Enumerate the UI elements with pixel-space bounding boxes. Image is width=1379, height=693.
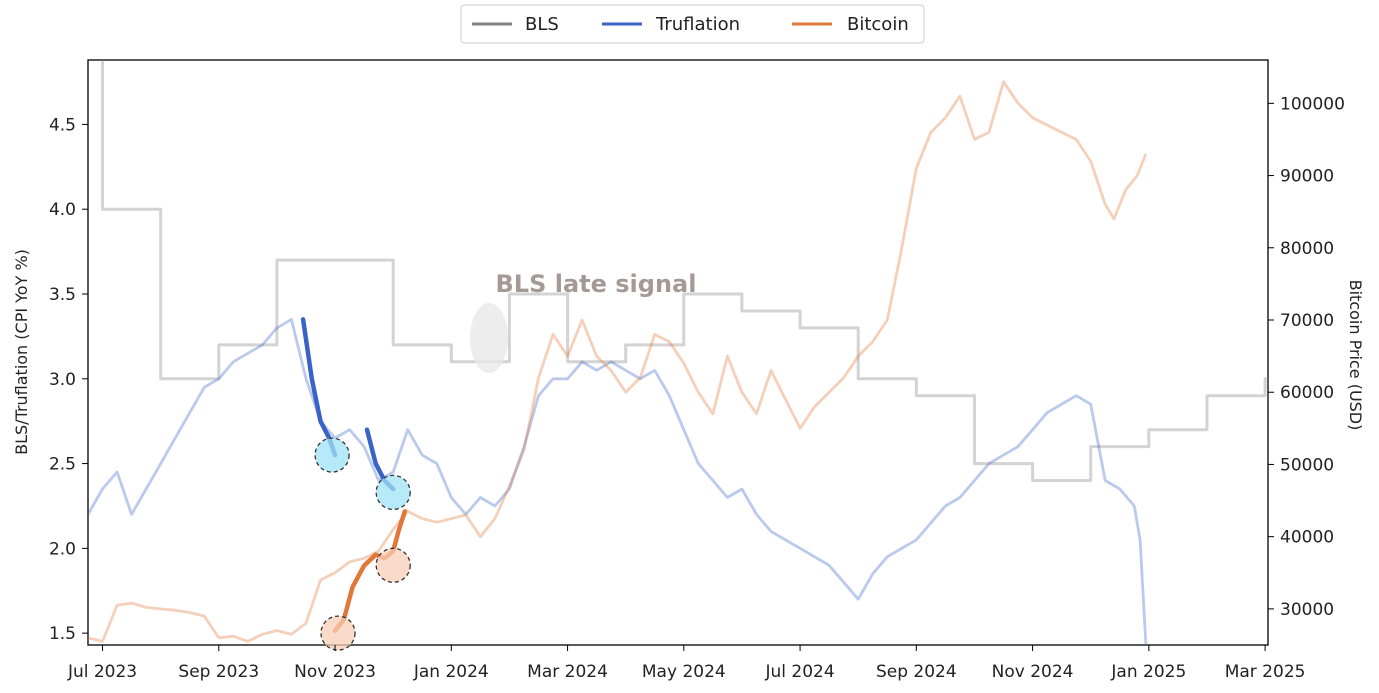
x-tick-label: Nov 2024 bbox=[992, 662, 1074, 682]
x-tick-label: Jul 2023 bbox=[67, 662, 137, 682]
bitcoin-rise-2-circle bbox=[375, 547, 411, 583]
left-tick-label: 3.5 bbox=[49, 285, 76, 305]
highlight-bitcoin-segment-3 bbox=[332, 509, 408, 633]
legend-bls-label: BLS bbox=[525, 14, 559, 35]
x-tick-label: Mar 2025 bbox=[1225, 662, 1306, 682]
left-tick-label: 2.0 bbox=[49, 539, 76, 559]
x-tick-label: Jan 2024 bbox=[413, 662, 489, 682]
left-tick-label: 4.0 bbox=[49, 200, 76, 220]
right-tick-label: 100000 bbox=[1280, 94, 1345, 114]
series-layer bbox=[88, 60, 1268, 645]
right-tick-label: 60000 bbox=[1280, 383, 1334, 403]
bls-late-signal-marker bbox=[470, 303, 508, 373]
right-tick-label: 40000 bbox=[1280, 528, 1334, 548]
right-tick-label: 30000 bbox=[1280, 600, 1334, 620]
x-tick-label: Jul 2024 bbox=[764, 662, 834, 682]
right-tick-label: 50000 bbox=[1280, 455, 1334, 475]
legend-bitcoin-label: Bitcoin bbox=[847, 14, 909, 35]
truflation-dip-1-circle bbox=[314, 437, 350, 473]
left-tick-label: 2.5 bbox=[49, 455, 76, 475]
legend-box bbox=[460, 4, 925, 44]
right-tick-label: 90000 bbox=[1280, 167, 1334, 187]
legend-truflation-label: Truflation bbox=[655, 14, 740, 35]
left-tick-label: 3.0 bbox=[49, 370, 76, 390]
legend: BLS Truflation Bitcoin bbox=[460, 4, 925, 44]
truflation-dip-2-circle bbox=[375, 474, 411, 511]
axis-layer: Jul 2023 Sep 2023 Nov 2023 Jan 2024 Mar 2024… bbox=[49, 94, 1345, 682]
right-axis-label: Bitcoin Price (USD) bbox=[1346, 280, 1365, 431]
circle-layer bbox=[314, 437, 411, 651]
series-bitcoin-line bbox=[88, 80, 1148, 643]
x-tick-label: Sep 2024 bbox=[876, 662, 957, 682]
plot-frame bbox=[87, 59, 1269, 646]
right-tick-label: 70000 bbox=[1280, 311, 1334, 331]
x-tick-label: May 2024 bbox=[642, 662, 726, 682]
x-tick-label: Sep 2023 bbox=[178, 662, 259, 682]
x-tick-label: Jan 2025 bbox=[1110, 662, 1186, 682]
x-tick-label: Nov 2023 bbox=[294, 662, 376, 682]
right-tick-label: 80000 bbox=[1280, 239, 1334, 259]
bls-late-signal-annotation: BLS late signal bbox=[496, 270, 697, 298]
left-tick-label: 1.5 bbox=[49, 624, 76, 644]
series-bls-line bbox=[101, 60, 1268, 482]
series-truflation-line bbox=[88, 317, 1148, 645]
left-tick-label: 4.5 bbox=[49, 115, 76, 135]
left-axis-label: BLS/Truflation (CPI YoY %) bbox=[12, 249, 31, 455]
x-tick-label: Mar 2024 bbox=[527, 662, 608, 682]
bitcoin-rise-1-circle bbox=[320, 615, 356, 651]
